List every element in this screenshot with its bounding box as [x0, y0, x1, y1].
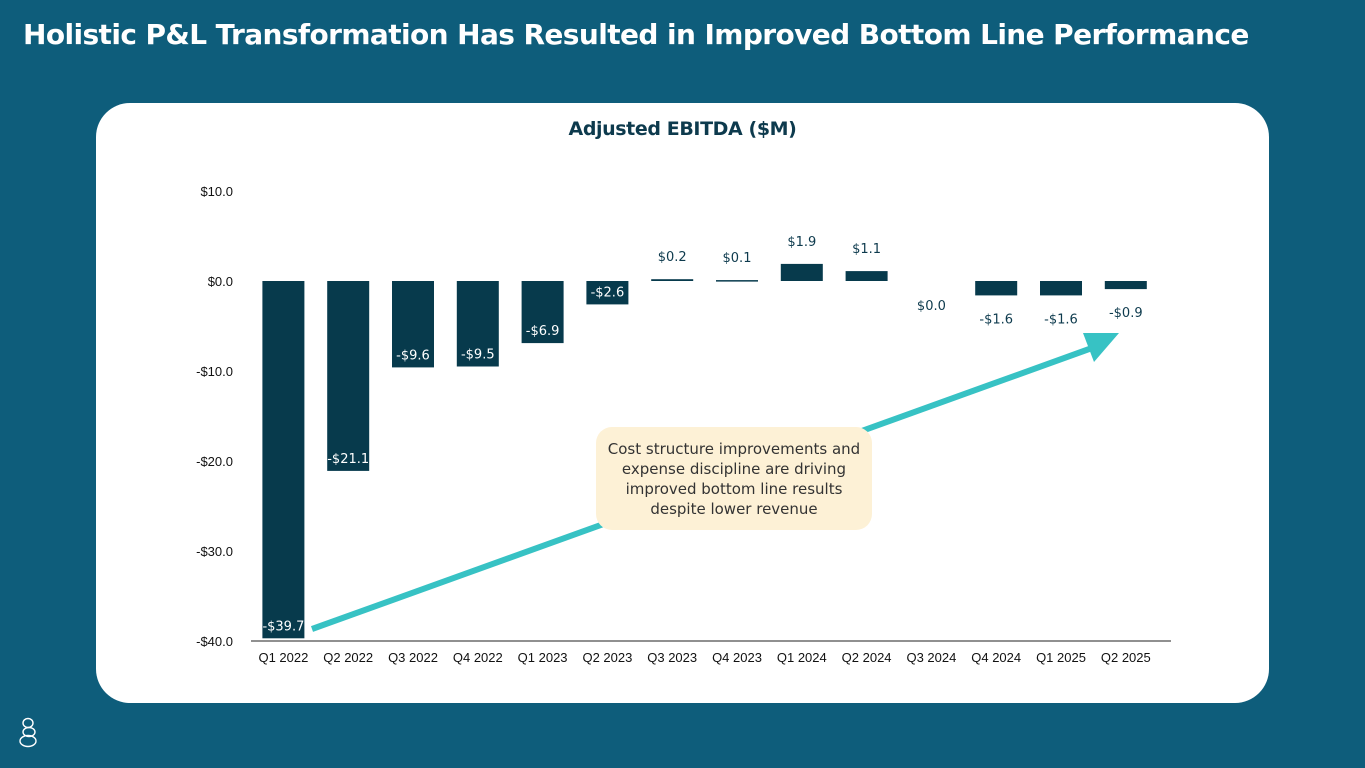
x-axis: Q1 2022 Q2 2022 Q3 2022 Q4 2022 Q1 2023 Q2 20… — [258, 650, 1150, 665]
bar — [392, 281, 434, 368]
data-labels: -$39.7 -$21.1 -$9.6 -$9.5 -$6.9 -$2.6 $0.2 $0.1… — [262, 235, 1142, 634]
bar — [521, 281, 564, 344]
data-label: -$0.9 — [1109, 306, 1143, 321]
x-tick-label: Q4 2023 — [712, 650, 762, 665]
x-tick-label: Q2 2025 — [1101, 650, 1151, 665]
y-tick-label: $0.0 — [208, 274, 233, 289]
x-tick-label: Q3 2023 — [647, 650, 697, 665]
data-label: -$1.6 — [979, 312, 1013, 327]
bar — [1040, 281, 1082, 296]
data-label: -$1.6 — [1044, 312, 1078, 327]
data-label: $1.1 — [852, 242, 881, 257]
bar — [716, 280, 758, 282]
y-tick-label: -$20.0 — [196, 454, 233, 469]
y-tick-label: -$40.0 — [196, 634, 233, 649]
bar — [1104, 281, 1147, 290]
data-label: -$39.7 — [262, 619, 304, 634]
x-tick-label: Q4 2022 — [453, 650, 503, 665]
x-tick-label: Q1 2025 — [1036, 650, 1086, 665]
x-tick-label: Q2 2023 — [582, 650, 632, 665]
bar — [586, 281, 629, 305]
x-tick-label: Q3 2024 — [906, 650, 956, 665]
bar — [651, 279, 694, 281]
x-tick-label: Q1 2024 — [777, 650, 827, 665]
x-tick-label: Q2 2024 — [842, 650, 892, 665]
company-logo-icon — [19, 717, 37, 748]
y-tick-label: -$30.0 — [196, 544, 233, 559]
data-label: $1.9 — [787, 235, 816, 250]
data-label: -$2.6 — [591, 285, 625, 300]
bar — [780, 263, 823, 281]
x-tick-label: Q1 2023 — [518, 650, 568, 665]
bar — [975, 281, 1018, 296]
bar — [456, 281, 499, 367]
data-label: -$6.9 — [526, 324, 560, 339]
data-label: $0.1 — [723, 251, 752, 266]
y-tick-label: $10.0 — [200, 184, 233, 199]
x-tick-label: Q4 2024 — [971, 650, 1021, 665]
bar-series — [262, 263, 1147, 639]
trend-arrow-head — [1083, 333, 1119, 362]
data-label: -$9.6 — [396, 348, 430, 363]
x-tick-label: Q1 2022 — [258, 650, 308, 665]
data-label: -$21.1 — [327, 452, 369, 467]
data-label: $0.2 — [658, 250, 687, 265]
callout-box: Cost structure improvements and expense … — [596, 427, 872, 530]
chart-title: Adjusted EBITDA ($M) — [568, 118, 797, 140]
slide-title: Holistic P&L Transformation Has Resulted… — [23, 18, 1249, 51]
y-tick-label: -$10.0 — [196, 364, 233, 379]
y-axis: $10.0 $0.0 -$10.0 -$20.0 -$30.0 -$40.0 — [196, 184, 233, 649]
data-label: -$9.5 — [461, 348, 495, 363]
x-tick-label: Q2 2022 — [323, 650, 373, 665]
bar — [845, 271, 888, 281]
bar — [327, 281, 370, 471]
bar — [262, 281, 305, 639]
x-tick-label: Q3 2022 — [388, 650, 438, 665]
data-label: $0.0 — [917, 299, 946, 314]
